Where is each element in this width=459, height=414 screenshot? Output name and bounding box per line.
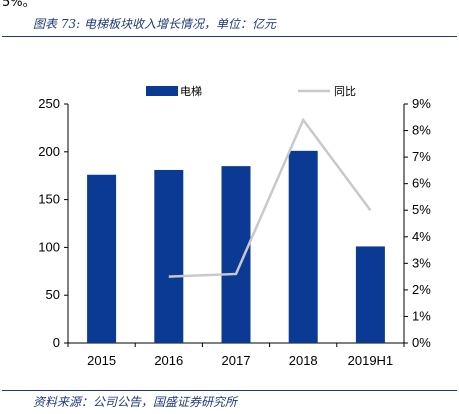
bar	[154, 169, 184, 343]
yoy-line	[168, 117, 372, 278]
right-tick-label: 9%	[412, 96, 431, 111]
left-tick-label: 250	[38, 96, 60, 111]
left-tick-label: 50	[46, 287, 60, 302]
left-tick-label: 200	[38, 144, 60, 159]
bar	[221, 166, 251, 343]
x-tick-label: 2017	[222, 353, 251, 368]
source-note: 资料来源：公司公告，国盛证券研究所	[33, 395, 238, 409]
right-tick-label: 7%	[412, 149, 431, 164]
x-tick-label: 2018	[289, 353, 318, 368]
right-tick-label: 4%	[412, 229, 431, 244]
left-tick-label: 100	[38, 239, 60, 254]
top-text-fragment: 5%。	[2, 0, 36, 10]
legend-label-bar: 电梯	[180, 85, 202, 98]
bar	[288, 150, 318, 343]
right-tick-label: 0%	[412, 335, 431, 350]
left-tick-label: 0	[53, 335, 60, 350]
legend-label-line: 同比	[334, 85, 356, 98]
right-tick-label: 3%	[412, 255, 431, 270]
bottom-rule	[2, 390, 457, 391]
right-tick-label: 1%	[412, 308, 431, 323]
left-tick-label: 150	[38, 192, 60, 207]
x-tick-label: 2016	[154, 353, 183, 368]
right-tick-label: 5%	[412, 202, 431, 217]
x-tick-label: 2019H1	[348, 353, 394, 368]
bar	[87, 174, 117, 343]
top-rule	[2, 36, 457, 37]
right-tick-label: 2%	[412, 282, 431, 297]
bar	[355, 246, 385, 343]
figure-title: 图表 73: 电梯板块收入增长情况，单位：亿元	[33, 17, 276, 31]
legend-swatch-bar	[146, 86, 178, 96]
right-tick-label: 8%	[412, 123, 431, 138]
x-tick-label: 2015	[87, 353, 116, 368]
right-tick-label: 6%	[412, 176, 431, 191]
